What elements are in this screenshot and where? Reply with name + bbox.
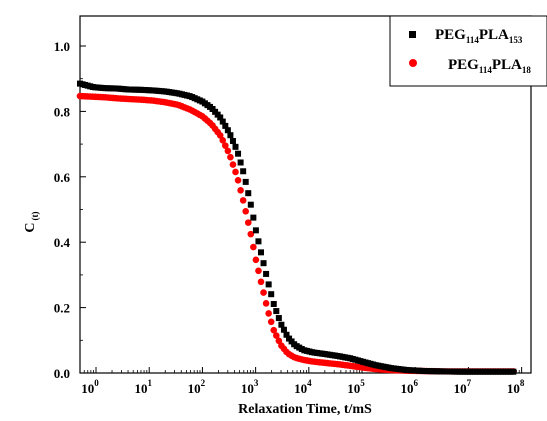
series-2-point (234, 176, 242, 184)
series-1-point (510, 368, 517, 375)
series-1-point (263, 270, 270, 277)
series-1-point (224, 127, 231, 134)
x-tick-label: 101 (134, 378, 152, 396)
series-1-point (258, 249, 265, 256)
series-2-point (270, 326, 278, 334)
series-1-point (250, 214, 257, 221)
series-2-point (260, 289, 267, 296)
series-1-point (255, 238, 262, 245)
series-2-point (275, 337, 283, 345)
series-1-point (278, 321, 285, 328)
x-tick-label: 104 (294, 378, 312, 396)
legend-entry-2: PEG114PLA18 (448, 57, 531, 75)
series-1-point (242, 178, 249, 185)
series-1-point (217, 114, 224, 121)
series-2-point (237, 187, 244, 194)
x-tick-label: 102 (188, 378, 206, 396)
y-tick-label: 0.8 (54, 104, 71, 119)
series-2-point (216, 132, 224, 139)
series-2-point (229, 161, 237, 168)
y-axis-title: C (t) (23, 211, 40, 232)
series-1-point (270, 300, 277, 307)
legend-marker-square (409, 31, 416, 38)
series-2-point (224, 147, 232, 155)
plot-frame (79, 15, 532, 374)
series-1-point (275, 315, 282, 322)
series-2-point (273, 332, 280, 339)
tick-labels: 100 101 102 103 104 105 106 107 108 0.0 0.2 0.4 0.6 0… (54, 39, 525, 396)
series-1-point (232, 143, 239, 150)
legend-entry-1: PEG114PLA153 (435, 27, 523, 45)
x-axis-title: Relaxation Time, t/mS (238, 402, 372, 417)
series-1-point (268, 291, 275, 298)
x-tick-label: 100 (81, 378, 99, 396)
series-1-point (240, 168, 247, 175)
series-2-point (255, 267, 262, 275)
y-tick-label: 0.2 (54, 301, 70, 316)
x-tick-label: 106 (400, 378, 418, 396)
series-1-point (283, 331, 290, 338)
series-2-point (227, 153, 234, 161)
series-1-point (247, 201, 254, 208)
series-1-point (222, 122, 229, 129)
x-tick-label: 105 (347, 378, 365, 396)
y-axis-title-sub: (t) (30, 211, 40, 220)
y-tick-label: 0.0 (54, 366, 70, 381)
y-tick-label: 0.4 (54, 235, 71, 250)
series-2-point (244, 219, 252, 226)
series-1-point (280, 326, 287, 333)
data-marks (76, 80, 517, 375)
y-tick-label: 0.6 (54, 170, 71, 185)
series-2-point (242, 208, 250, 215)
series-1-point (227, 132, 234, 139)
series-1-point (229, 138, 236, 145)
series-2-point (219, 137, 227, 144)
series-2-point (222, 142, 229, 149)
series-2-point (262, 300, 270, 307)
y-tick-label: 1.0 (54, 39, 70, 54)
series-2-point (257, 278, 265, 286)
series-1-point (235, 150, 242, 157)
series-2-point (250, 243, 257, 251)
series-1-point (245, 190, 252, 197)
series-1-point (219, 118, 226, 125)
series-2-point (247, 230, 255, 238)
series-1-point (265, 281, 272, 288)
legend-marker-circle (409, 59, 417, 67)
series-1-point (252, 227, 259, 234)
series-1-point (237, 159, 244, 166)
series-1-point (260, 260, 267, 267)
legend: PEG114PLA153 PEG114PLA18 (389, 15, 547, 87)
x-tick-label: 107 (454, 378, 472, 396)
series-2-point (252, 256, 260, 264)
x-tick-label: 108 (507, 378, 525, 396)
x-tick-label: 103 (241, 378, 259, 396)
svg-text:C(t): C (t) (23, 211, 40, 232)
series-1-point (273, 308, 280, 315)
series-2-point (232, 168, 239, 176)
series-2-point (265, 310, 272, 317)
axis-ticks (79, 45, 523, 374)
series-2-point (267, 318, 275, 326)
legend-box (389, 15, 547, 87)
y-axis-title-base: C (23, 222, 38, 232)
series-2-point (239, 197, 247, 204)
